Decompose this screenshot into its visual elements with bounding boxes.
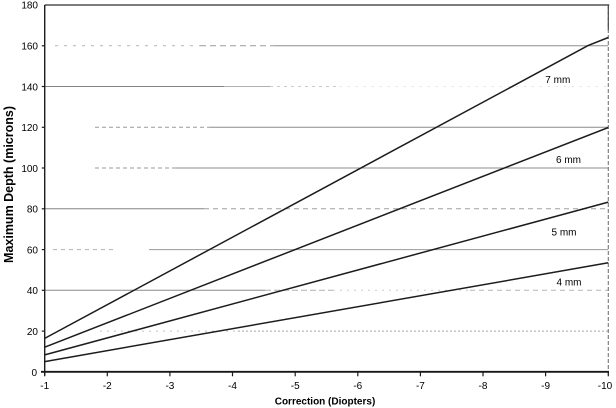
svg-text:-4: -4 [228,381,237,392]
svg-text:6 mm: 6 mm [556,155,581,166]
svg-text:-6: -6 [353,381,362,392]
svg-text:-1: -1 [40,381,49,392]
svg-text:7 mm: 7 mm [545,75,570,86]
svg-text:180: 180 [21,1,38,12]
svg-text:Correction (Diopters): Correction (Diopters) [275,396,376,407]
svg-text:0: 0 [31,368,37,379]
svg-text:160: 160 [21,42,38,53]
svg-text:Maximum Depth (microns): Maximum Depth (microns) [2,106,16,263]
svg-text:-8: -8 [479,381,488,392]
svg-text:-9: -9 [541,381,550,392]
svg-text:-10: -10 [598,381,613,392]
svg-text:120: 120 [21,123,38,134]
svg-text:40: 40 [27,286,39,297]
svg-text:4 mm: 4 mm [557,277,582,288]
svg-text:5 mm: 5 mm [552,227,577,238]
svg-text:-7: -7 [416,381,425,392]
svg-text:-2: -2 [103,381,112,392]
svg-text:60: 60 [27,245,39,256]
svg-text:80: 80 [27,205,39,216]
svg-text:20: 20 [27,327,39,338]
svg-text:140: 140 [21,82,38,93]
svg-text:-3: -3 [165,381,174,392]
svg-text:100: 100 [21,164,38,175]
svg-text:-5: -5 [291,381,300,392]
